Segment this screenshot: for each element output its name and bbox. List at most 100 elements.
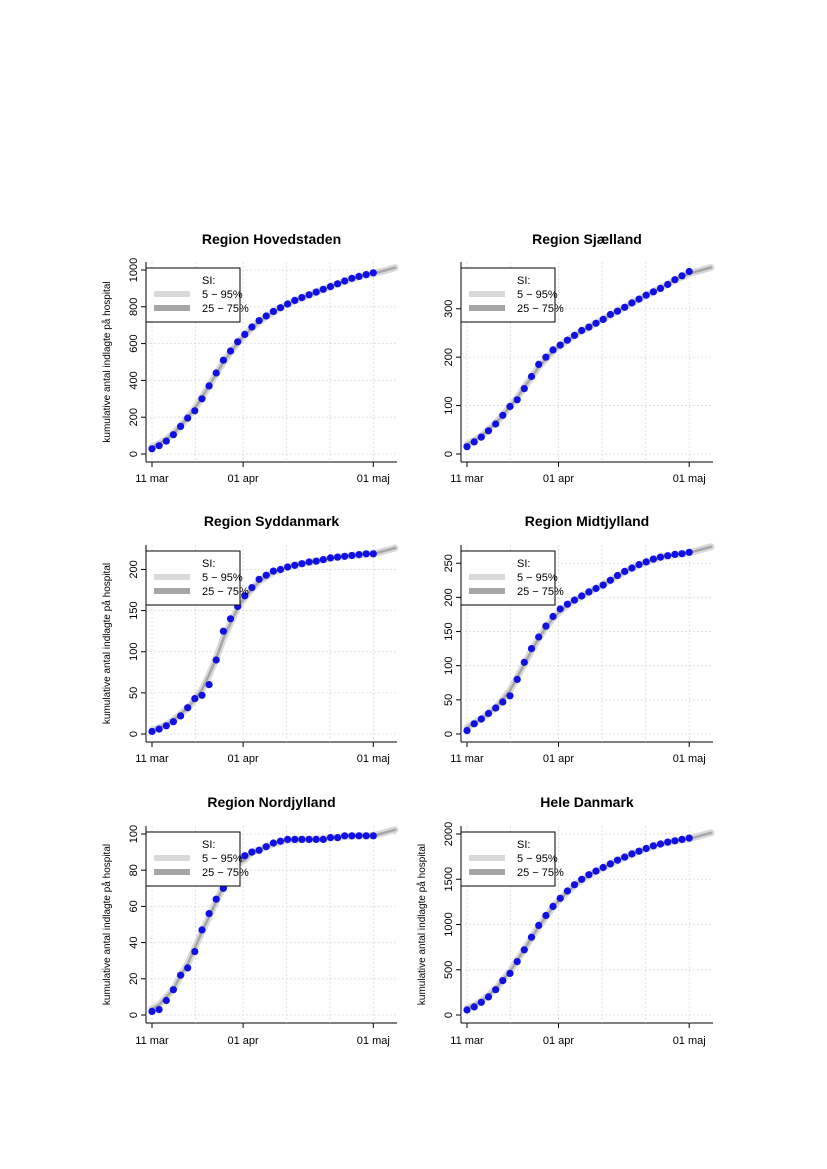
y-tick-label: 250 [443,554,455,572]
data-point [585,871,593,879]
x-tick-label: 11 mar [450,473,484,485]
data-point [326,554,335,562]
data-point [556,894,564,902]
data-point [549,346,557,354]
y-tick-label: 150 [128,601,140,619]
data-point [355,551,363,559]
y-tick-label: 100 [443,657,455,675]
y-tick-label: 50 [443,694,455,706]
data-point [319,285,327,293]
x-tick-label: 01 maj [673,473,706,485]
data-point [326,834,335,842]
data-point [649,555,658,563]
data-point [685,267,693,276]
data-point [248,323,256,331]
x-tick-label: 01 apr [543,473,575,485]
data-point [506,969,514,978]
y-axis-label: kumulative antal indlagte på hospital [101,281,113,442]
data-point [248,848,256,856]
y-tick-label: 0 [128,731,140,737]
data-point [355,272,363,280]
data-point [369,832,377,840]
data-point [348,832,356,840]
data-point [262,843,270,851]
data-point [506,692,514,700]
data-point [355,832,363,840]
data-point [255,317,263,325]
data-point [284,835,292,844]
data-point [148,445,156,453]
data-point [319,556,327,564]
legend-item-label: 5 − 95% [517,572,558,584]
data-point [470,1003,478,1011]
data-point [585,323,593,331]
data-point [169,431,177,439]
legend: SI: 5 − 95% 25 − 75% [460,267,564,323]
y-tick-label: 200 [128,560,140,578]
x-tick-label: 11 mar [450,753,484,765]
data-point [269,307,277,315]
y-tick-label: 200 [128,408,140,426]
data-point [148,1007,156,1016]
y-tick-label: 600 [128,334,140,352]
legend-item-label: 5 − 95% [202,289,243,301]
data-point [606,860,615,868]
y-tick-label: 0 [443,731,455,737]
y-tick-label: 1500 [443,867,455,891]
y-tick-label: 60 [128,900,140,912]
data-point [621,303,629,311]
legend-title: SI: [517,839,530,851]
data-point [563,887,572,895]
data-point [248,584,256,592]
data-point [628,299,636,307]
chart-title: Region Sjælland [532,231,642,247]
data-point [613,571,622,580]
data-point [155,725,163,733]
data-point [656,553,665,561]
data-point [484,993,493,1001]
data-point [592,319,600,327]
data-point [599,581,607,589]
data-point [298,560,306,568]
data-point [477,998,485,1006]
x-tick-label: 01 apr [228,473,260,485]
data-point [656,840,665,848]
data-point [212,895,220,903]
data-point [255,575,263,583]
legend-title: SI: [517,275,530,287]
data-point [613,307,622,315]
y-tick-label: 100 [128,825,140,843]
chart-title: Region Midtjylland [525,513,649,529]
data-point [205,681,213,689]
data-point [635,847,643,855]
x-tick-label: 01 apr [543,1035,575,1047]
data-point [305,291,313,299]
data-point [177,971,185,979]
legend-title: SI: [517,558,530,570]
y-tick-label: 300 [443,300,455,318]
chart-panel-1: 0 200 400 600 800 1000 11 mar 01 apr 01 maj Regio… [101,231,399,485]
data-point [520,385,528,393]
data-point [664,552,672,560]
data-point [305,558,313,566]
data-point [506,402,514,411]
y-tick-label: 200 [443,588,455,606]
data-point [477,715,485,723]
data-point [463,727,471,735]
data-point [169,718,177,726]
data-point [578,875,586,883]
data-point [326,283,335,291]
data-point [678,835,686,844]
data-point [592,584,600,593]
data-point [477,433,485,441]
x-tick-label: 01 maj [357,753,390,765]
data-point [362,271,370,279]
data-point [234,338,242,346]
legend-item-label: 25 − 75% [517,303,564,315]
y-tick-label: 0 [128,1012,140,1018]
data-point [499,698,507,706]
chart-panel-6: 0 500 1000 1500 2000 11 mar 01 apr 01 maj Hele D… [416,794,715,1047]
data-point [492,420,500,428]
y-tick-label: 1000 [128,258,140,282]
data-point [162,437,170,445]
